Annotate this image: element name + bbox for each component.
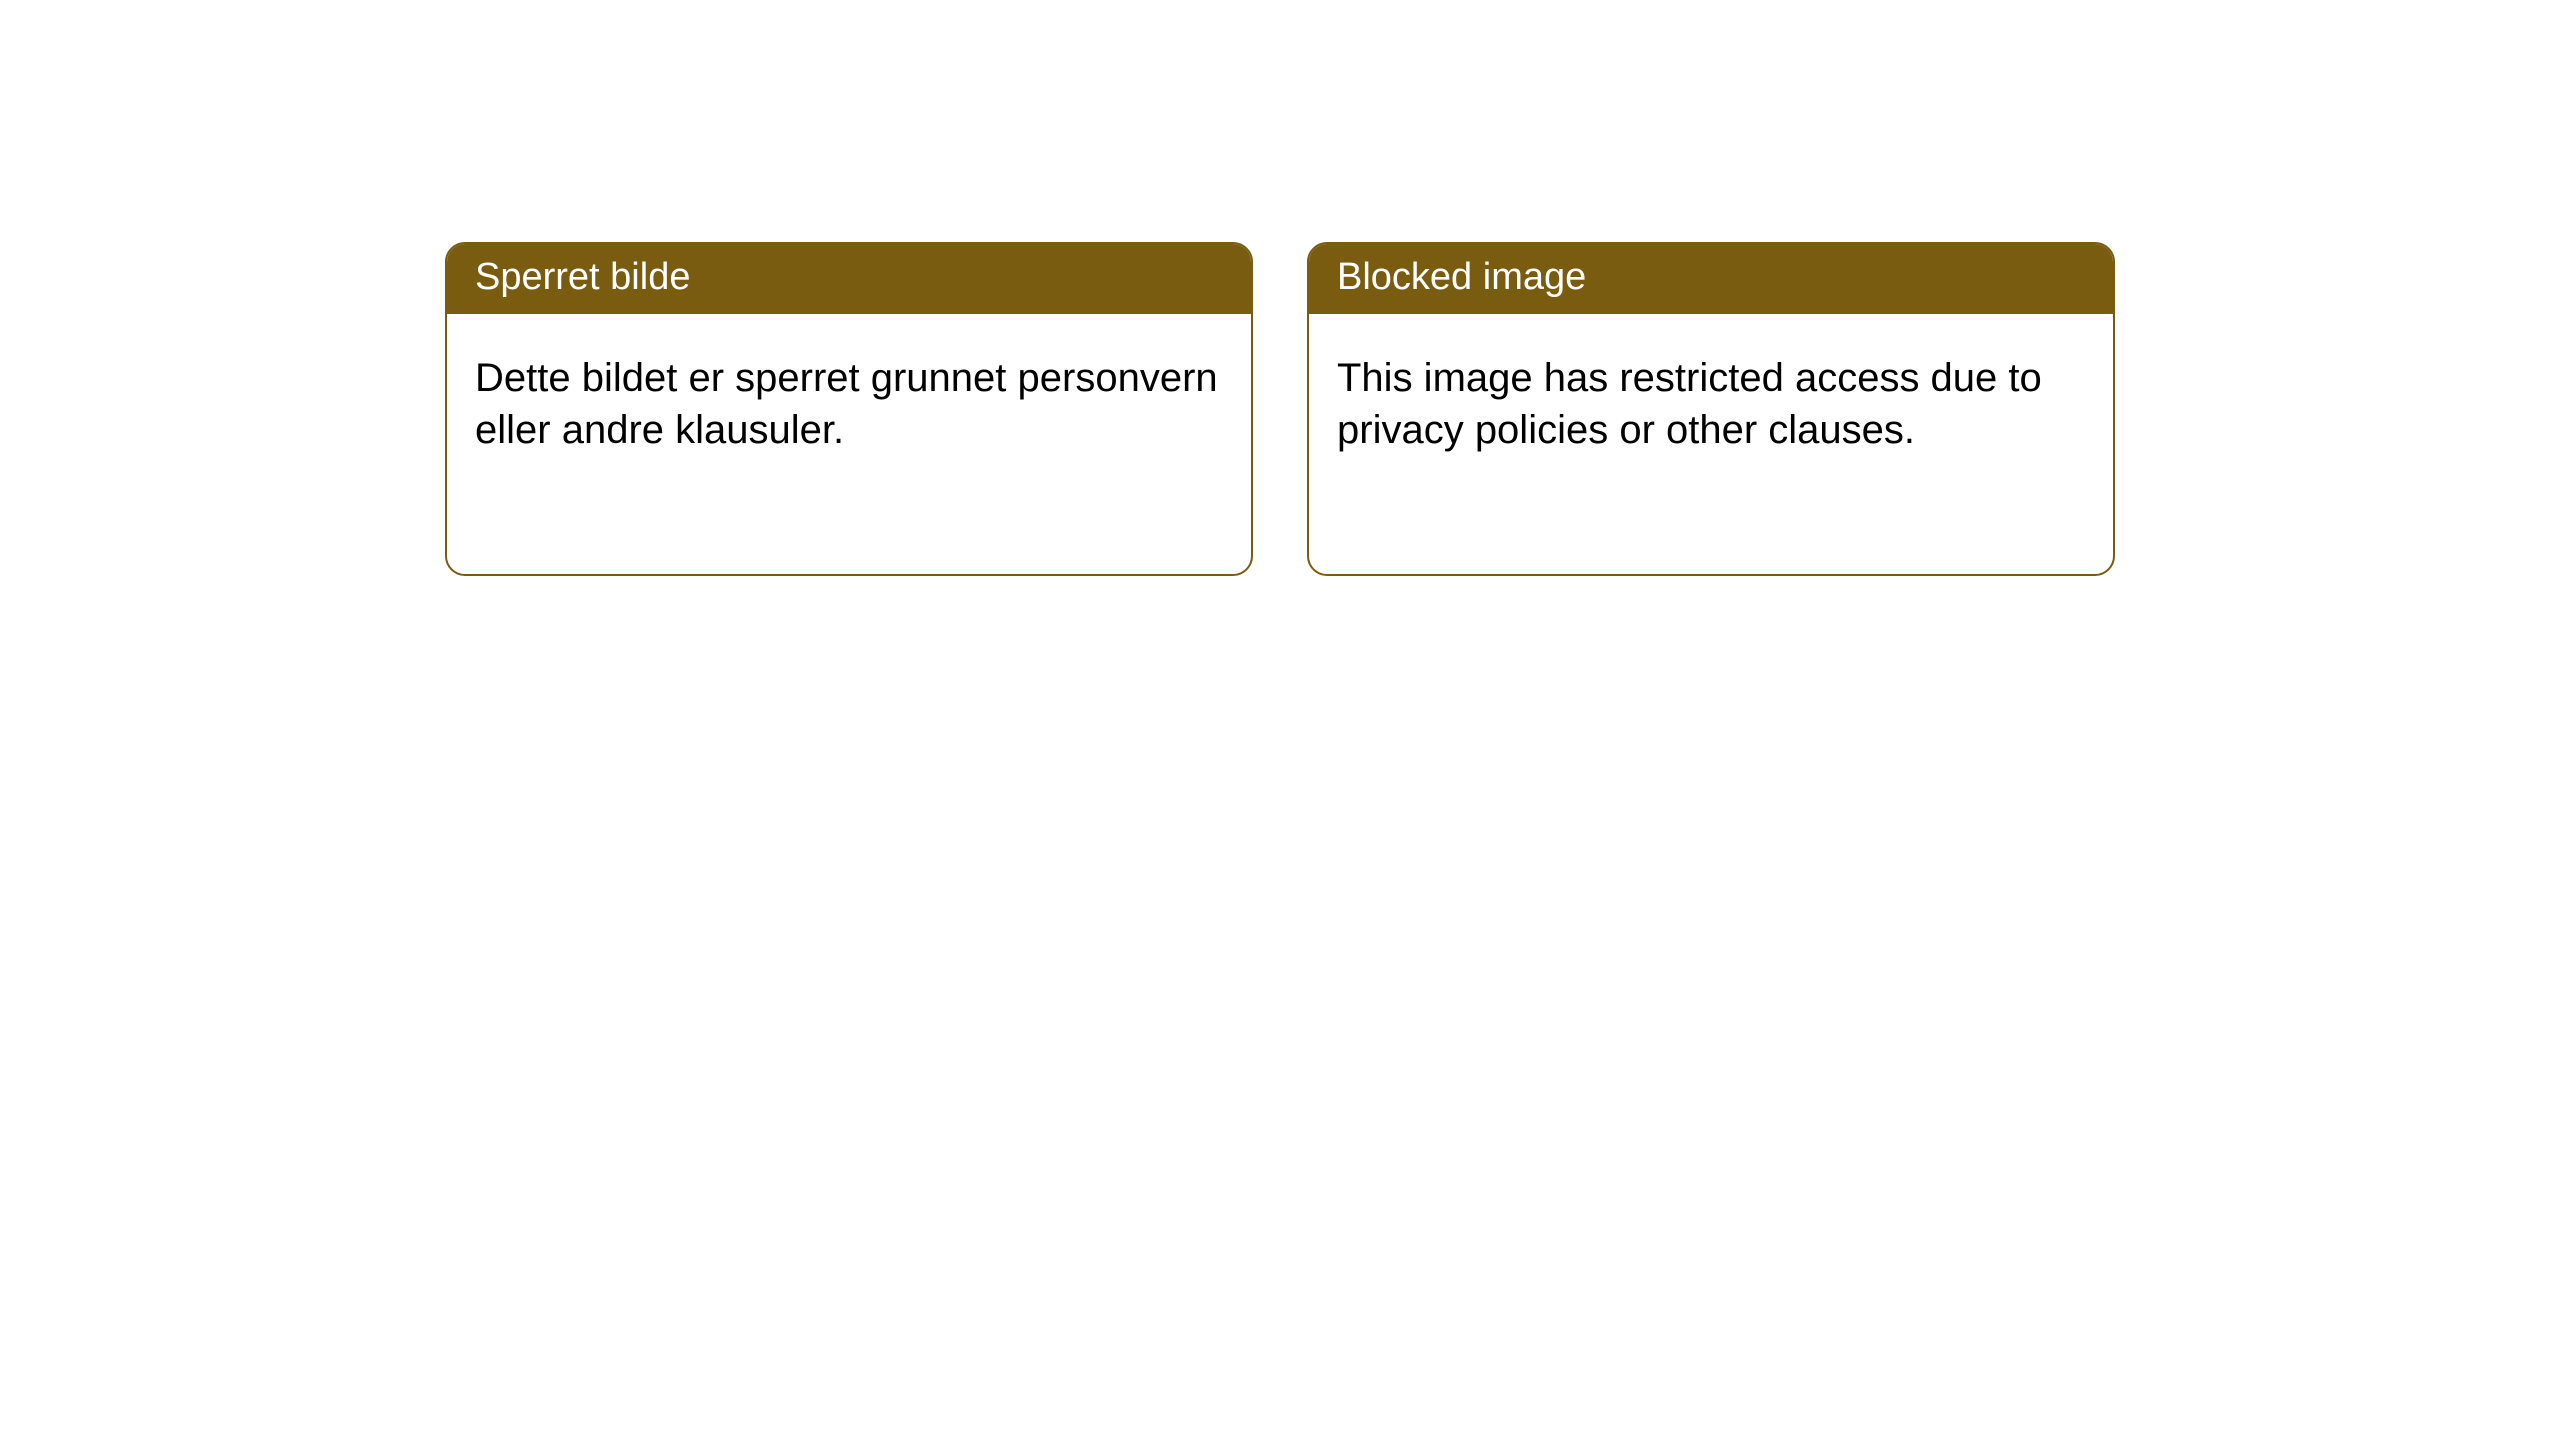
notice-card-body: This image has restricted access due to … [1309, 314, 2113, 574]
notice-card-body: Dette bildet er sperret grunnet personve… [447, 314, 1251, 574]
notice-cards-container: Sperret bilde Dette bildet er sperret gr… [0, 0, 2560, 576]
notice-card-title: Blocked image [1309, 244, 2113, 314]
notice-card-norwegian: Sperret bilde Dette bildet er sperret gr… [445, 242, 1253, 576]
notice-card-english: Blocked image This image has restricted … [1307, 242, 2115, 576]
notice-card-title: Sperret bilde [447, 244, 1251, 314]
